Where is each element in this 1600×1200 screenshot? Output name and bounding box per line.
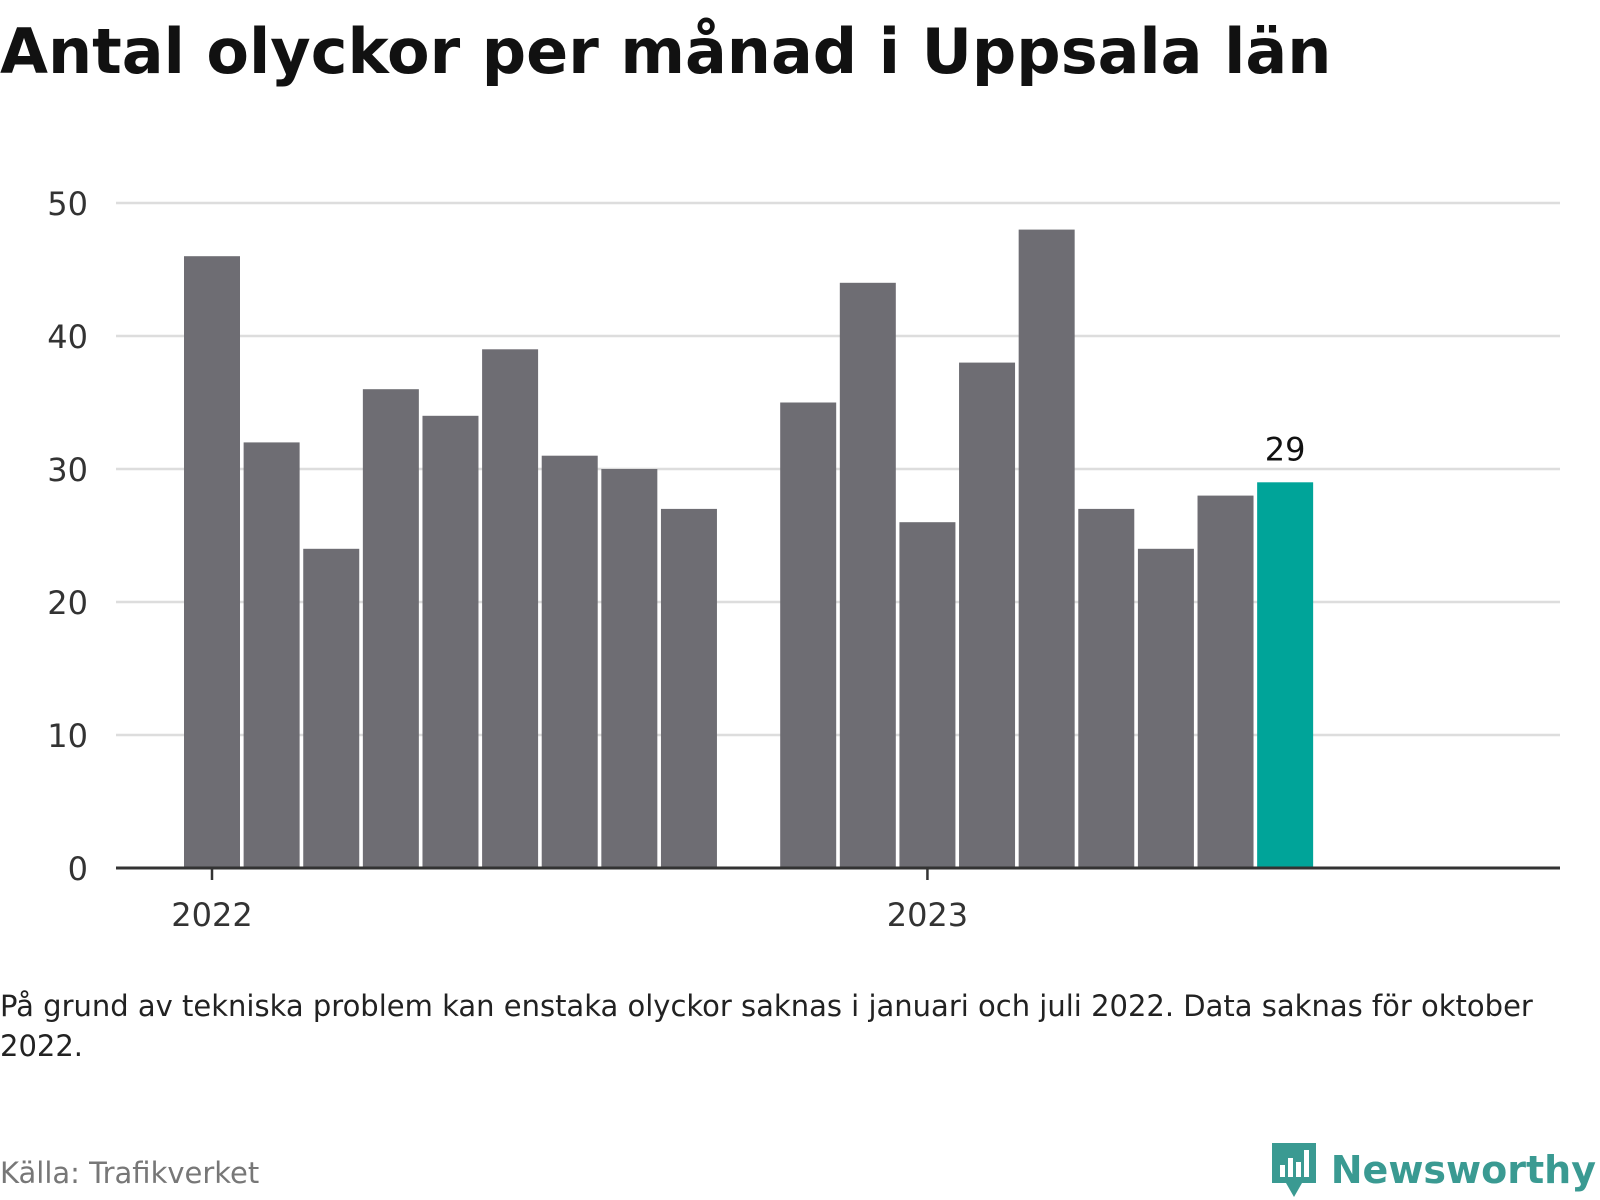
x-axis xyxy=(116,866,1560,880)
y-tick-label: 0 xyxy=(68,850,88,888)
bar xyxy=(601,469,658,868)
y-tick-label: 30 xyxy=(47,451,88,489)
y-tick-label: 10 xyxy=(47,717,88,755)
bar xyxy=(362,389,419,868)
x-tick-label: 2023 xyxy=(887,896,968,934)
bar xyxy=(243,442,300,868)
newsworthy-logo: Newsworthy xyxy=(1269,1140,1596,1200)
bar xyxy=(780,402,837,868)
chart-title: Antal olyckor per månad i Uppsala län xyxy=(0,15,1332,88)
bar xyxy=(1137,548,1194,868)
bar xyxy=(541,455,598,868)
bar xyxy=(184,256,240,868)
bar xyxy=(1018,229,1075,869)
bars xyxy=(184,229,1314,869)
y-tick-label: 20 xyxy=(47,584,88,622)
bar-chart: 0 10 20 30 40 50 29 2022 2023 xyxy=(47,185,1560,934)
bar xyxy=(1197,495,1254,868)
chart-bubble-icon xyxy=(1271,1143,1316,1197)
logo-text: Newsworthy xyxy=(1330,1148,1596,1192)
chart-note: På grund av tekniska problem kan enstaka… xyxy=(0,989,1533,1063)
bar-highlight xyxy=(1257,482,1314,868)
source-credit: Källa: Trafikverket xyxy=(0,1156,260,1190)
bar xyxy=(422,415,479,868)
labels: 0 10 20 30 40 50 29 2022 2023 xyxy=(47,185,1305,934)
bar xyxy=(839,282,896,868)
bar xyxy=(959,362,1016,868)
bar xyxy=(303,548,360,868)
bar xyxy=(660,508,717,868)
y-tick-label: 40 xyxy=(47,318,88,356)
bar xyxy=(1078,508,1135,868)
y-tick-label: 50 xyxy=(47,185,88,223)
bar xyxy=(482,349,539,868)
value-label: 29 xyxy=(1265,430,1306,468)
bar xyxy=(899,522,956,868)
x-tick-label: 2022 xyxy=(171,896,252,934)
